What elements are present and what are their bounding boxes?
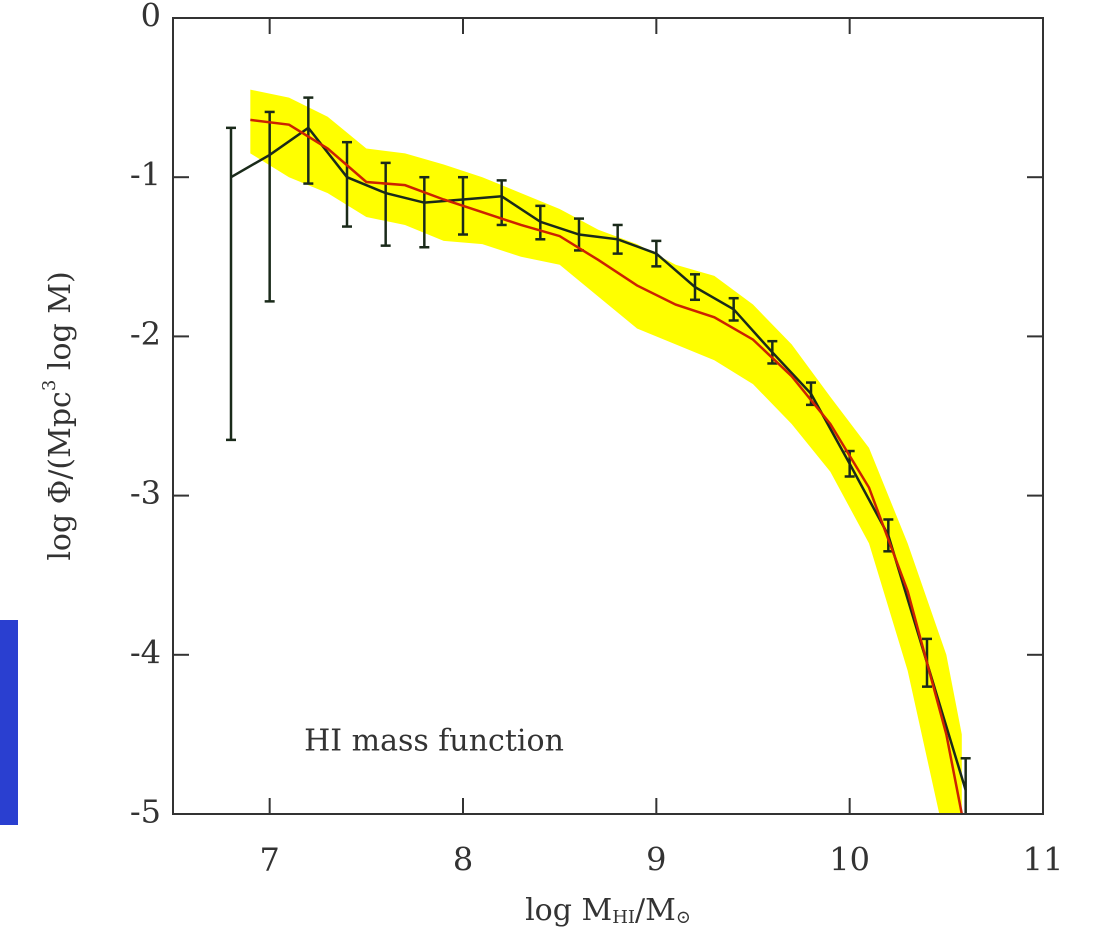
error-bar: [342, 140, 352, 228]
y-tick-label: -4: [130, 633, 161, 671]
x-tick-label: 7: [259, 841, 279, 879]
uncertainty-band: [250, 89, 962, 814]
x-label-sub: ⊙: [676, 907, 691, 928]
error-bar: [226, 126, 236, 442]
error-bar: [303, 96, 314, 185]
error-bar: [612, 223, 623, 255]
neighbor-image-fragment: [0, 620, 18, 825]
error-bar: [535, 204, 546, 241]
data-line: [230, 126, 967, 791]
y-tick-label: -1: [130, 156, 161, 194]
error-bar: [264, 110, 275, 303]
x-tick-label: 10: [829, 841, 870, 879]
error-bar: [380, 161, 391, 247]
error-bar: [651, 239, 662, 268]
error-bar: [960, 757, 971, 814]
plot-frame: [172, 17, 1044, 815]
x-label-part: /M: [635, 893, 676, 928]
y-label-sup: 3: [39, 380, 60, 391]
y-tick-label: -5: [130, 793, 161, 831]
error-bar: [728, 296, 739, 322]
x-tick-label: 11: [1023, 841, 1064, 879]
y-tick-label: -3: [130, 474, 161, 512]
y-label-part: log Φ/(Mpc: [43, 391, 78, 561]
x-label-sub: HI: [612, 907, 635, 928]
x-axis-label: log MHI/M⊙: [525, 893, 691, 928]
data-line: [250, 118, 964, 814]
y-label-part: log M): [43, 271, 78, 379]
y-tick-label: -2: [130, 315, 161, 353]
error-bar: [767, 339, 778, 365]
y-axis-label: log Φ/(Mpc3 log M): [39, 271, 78, 560]
plot-area: [226, 89, 971, 814]
error-bar: [690, 273, 700, 302]
error-bar: [419, 175, 430, 249]
annotation: HI mass function: [304, 723, 564, 758]
x-label-part: log M: [525, 893, 612, 928]
x-tick-label: 8: [453, 841, 473, 879]
y-tick-label: 0: [141, 0, 161, 35]
x-tick-label: 9: [646, 841, 666, 879]
